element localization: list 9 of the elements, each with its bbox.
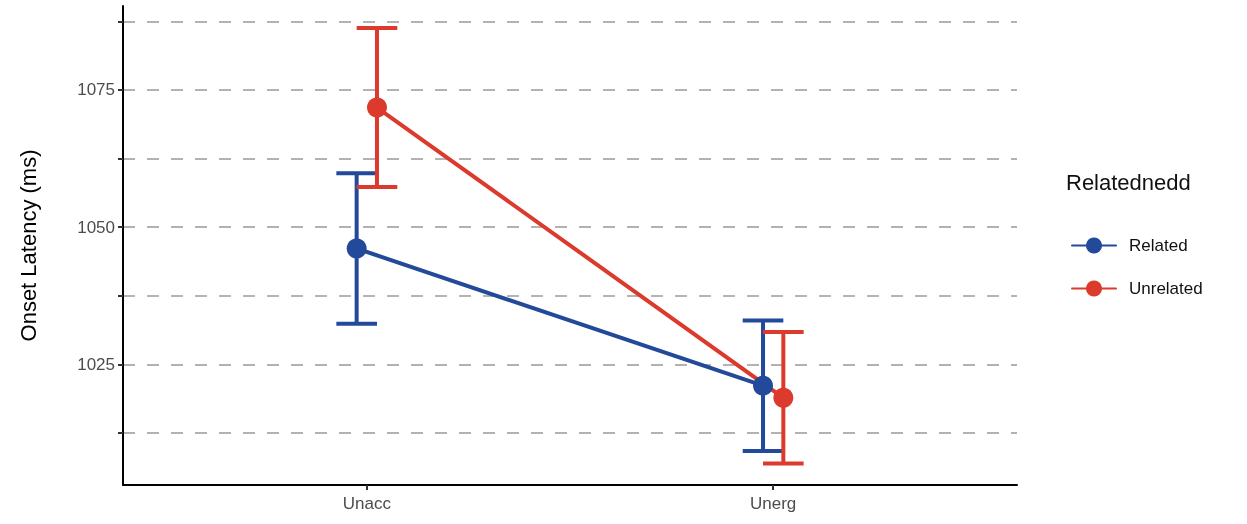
y-tick-label: 1025 <box>77 354 115 374</box>
legend-label: Unrelated <box>1129 279 1203 298</box>
y-tick-label: 1075 <box>77 80 115 100</box>
y-tick-label: 1050 <box>77 217 115 237</box>
x-tick-label: Unacc <box>342 494 392 513</box>
y-axis-title: Onset Latency (ms) <box>15 149 41 342</box>
legend-label: Related <box>1129 236 1188 255</box>
legend-title: Relatednedd <box>1066 169 1191 195</box>
x-tick-label: Unerg <box>750 494 797 513</box>
